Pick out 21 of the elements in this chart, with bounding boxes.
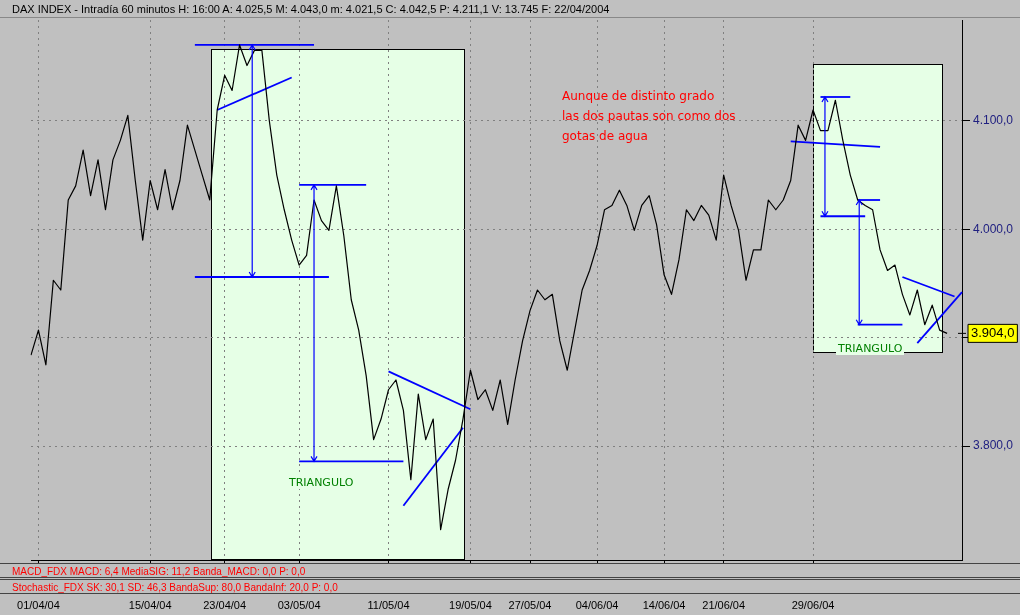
x-tick-label: 19/05/04 xyxy=(449,598,492,611)
x-tick-label: 03/05/04 xyxy=(277,598,321,611)
text: Stochastic_FDX SK: 30,1 SD: 46,3 BandaSup: 80,0 BandaInf: 20,0 P: 0,0 xyxy=(0,579,1020,594)
y-tick-label: 4.000,0 xyxy=(973,221,1014,236)
annotation: TRIANGULO xyxy=(836,342,905,355)
x-tick-label: 15/04/04 xyxy=(128,598,172,611)
y-tick-label: 4.100,0 xyxy=(973,113,1014,128)
x-tick-label: 01/04/04 xyxy=(17,598,60,611)
data-label: 3.904,0 xyxy=(971,324,1015,340)
y-tick-label: 3.800,0 xyxy=(973,438,1014,453)
annotation: Aunque de distinto grado las dos pautas son como dos gotas de agua xyxy=(562,88,736,145)
annotation: TRIANGULO xyxy=(287,476,356,489)
x-tick-label: 23/04/04 xyxy=(203,598,247,611)
x-tick-label: 04/06/04 xyxy=(575,598,619,611)
x-tick-label: 21/06/04 xyxy=(702,598,746,611)
chart-title: DAX INDEX - Intradía 60 minutos H: 16:00 A: 4.025,5 M: 4.043,0 m: 4.021,5 C: 4.042,5 P: 4.211,1 V: 13.745 F: 22/04/2004 xyxy=(0,0,1020,18)
x-tick-label: 29/06/04 xyxy=(791,598,835,611)
x-tick-label: 14/06/04 xyxy=(642,598,686,611)
x-tick-label: 11/05/04 xyxy=(367,598,410,611)
text: MACD_FDX MACD: 6,4 MediaSIG: 11,2 Banda_MACD: 0,0 P: 0,0 xyxy=(0,563,1020,578)
x-tick-label: 27/05/04 xyxy=(508,598,552,611)
